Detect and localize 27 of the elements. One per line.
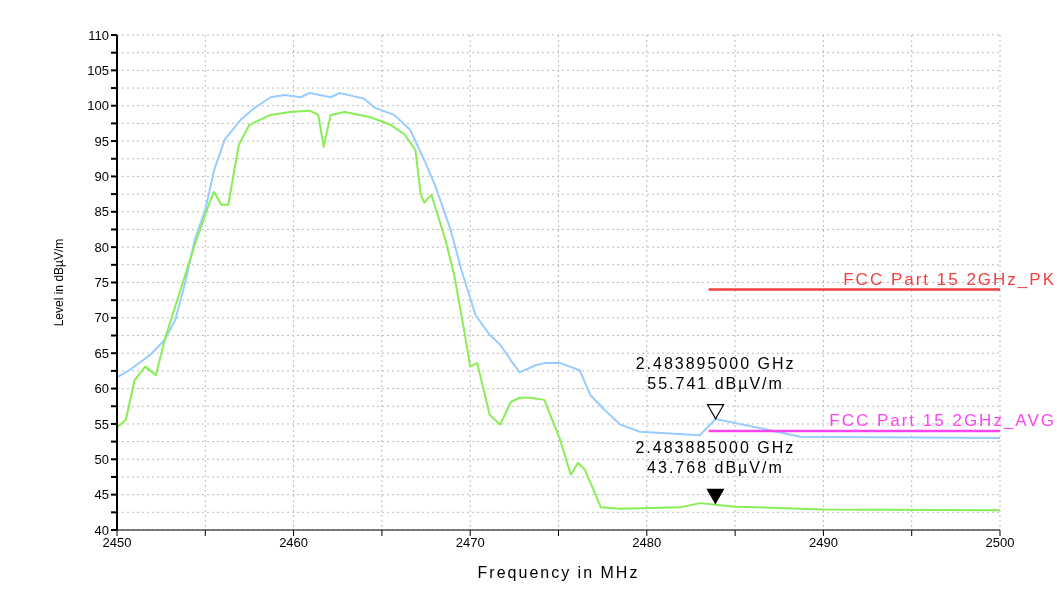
x-axis-title: Frequency in MHz xyxy=(477,564,640,581)
y-tick-label: 40 xyxy=(94,522,109,538)
y-tick-label: 95 xyxy=(94,133,109,149)
x-tick-label: 2450 xyxy=(102,535,132,551)
y-tick-label: 90 xyxy=(94,169,109,185)
y-tick-label: 85 xyxy=(94,204,109,220)
y-tick-label: 55 xyxy=(94,416,109,432)
x-tick-label: 2480 xyxy=(632,535,662,551)
y-tick-label: 105 xyxy=(87,62,109,78)
series-label: FCC Part 15 2GHz_AVG xyxy=(829,411,1056,430)
y-tick-label: 60 xyxy=(94,381,109,397)
y-tick-label: 110 xyxy=(88,27,109,43)
y-tick-label: 45 xyxy=(94,487,109,503)
y-tick-label: 75 xyxy=(94,275,109,291)
x-tick-label: 2500 xyxy=(985,535,1015,551)
x-tick-label: 2470 xyxy=(455,535,485,551)
series-label: FCC Part 15 2GHz_PK xyxy=(843,269,1056,289)
y-axis-title: Level in dBµV/m xyxy=(52,238,67,327)
y-tick-label: 70 xyxy=(94,310,109,326)
y-tick-label: 50 xyxy=(94,451,109,467)
y-tick-label: 80 xyxy=(94,239,109,255)
annotation: 2.483885000 GHz 43.768 dBµV/m xyxy=(635,439,796,477)
y-tick-label: 65 xyxy=(94,345,109,361)
y-tick-label: 100 xyxy=(87,98,109,114)
annotation: 2.483895000 GHz 55.741 dBµV/m xyxy=(635,354,796,392)
x-tick-label: 2490 xyxy=(808,535,838,551)
x-tick-label: 2460 xyxy=(279,535,309,551)
